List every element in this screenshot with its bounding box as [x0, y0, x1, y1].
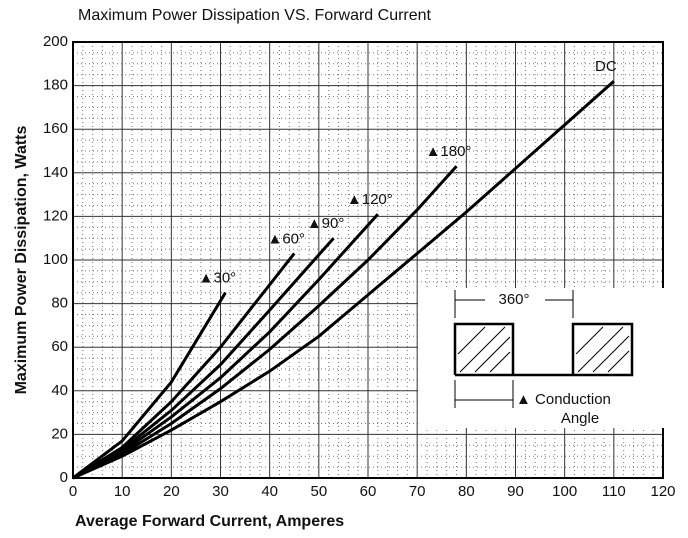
y-tick-label: 20	[51, 425, 68, 442]
series-label: ▲30°	[199, 270, 237, 287]
y-tick-label: 160	[43, 120, 68, 137]
plot-frame	[72, 41, 664, 479]
y-tick-label: 140	[43, 164, 68, 181]
x-tick-label: 70	[409, 483, 426, 500]
y-tick-label: 80	[51, 295, 68, 312]
series-label: ▲180°	[426, 143, 472, 160]
series-line	[72, 213, 379, 480]
inset-label: 360°	[498, 291, 529, 308]
y-tick-label: 200	[43, 33, 68, 50]
y-tick-label: 180	[43, 77, 68, 94]
series-line	[72, 165, 458, 480]
x-tick-label: 0	[69, 483, 77, 500]
inset-label: Angle	[561, 410, 599, 427]
series-line	[72, 252, 296, 480]
series-label: ▲60°	[267, 230, 305, 247]
series-label: DC	[595, 58, 617, 75]
y-tick-label: 100	[43, 251, 68, 268]
x-tick-label: 100	[552, 483, 577, 500]
x-tick-label: 60	[360, 483, 377, 500]
x-tick-label: 80	[458, 483, 475, 500]
x-tick-label: 120	[650, 483, 675, 500]
series-label: ▲120°	[347, 191, 393, 208]
x-tick-label: 10	[114, 483, 131, 500]
x-tick-label: 90	[507, 483, 524, 500]
y-tick-label: 0	[60, 469, 68, 486]
inset-background	[418, 288, 664, 428]
x-tick-label: 50	[310, 483, 327, 500]
y-tick-label: 120	[43, 207, 68, 224]
y-axis-label: Maximum Power Dissipation, Watts	[13, 126, 30, 395]
waveform	[453, 322, 634, 377]
x-axis-label: Average Forward Current, Amperes	[75, 513, 344, 530]
x-tick-label: 30	[212, 483, 229, 500]
inset-diagram: 360° ▲ Conduction Angle	[418, 288, 664, 428]
inset-label: ▲ Conduction	[516, 391, 611, 408]
chart-title: Maximum Power Dissipation VS. Forward Cu…	[78, 7, 432, 24]
x-tick-label: 20	[163, 483, 180, 500]
series-line	[72, 237, 335, 480]
hatch	[457, 326, 630, 373]
x-tick-label: 40	[261, 483, 278, 500]
y-tick-label: 40	[51, 382, 68, 399]
series-line	[72, 80, 615, 480]
y-tick-label: 60	[51, 338, 68, 355]
series-line	[72, 291, 227, 480]
x-tick-label: 110	[602, 483, 626, 500]
series-label: ▲90°	[307, 215, 345, 232]
